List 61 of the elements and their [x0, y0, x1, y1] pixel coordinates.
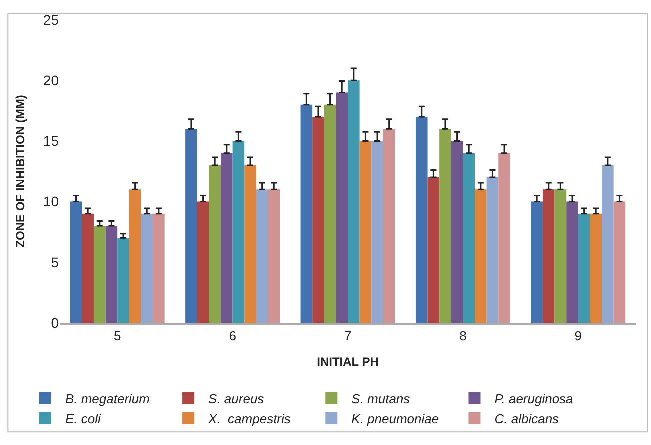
y-axis-title: ZONE OF INHIBITION (MM): [14, 95, 28, 248]
bar: [129, 190, 142, 323]
bar: [324, 104, 336, 323]
bar: [268, 190, 280, 323]
bar: [141, 214, 154, 323]
bar: [590, 214, 602, 323]
bar: [578, 214, 590, 323]
bar: [94, 226, 106, 323]
bar: [440, 129, 452, 323]
bar: [542, 190, 555, 323]
y-tick-label: 5: [51, 254, 60, 270]
y-tick-label: 25: [43, 12, 60, 28]
x-tick-label: 8: [460, 328, 467, 344]
bar: [486, 178, 499, 323]
x-axis-title: INITIAL PH: [317, 355, 379, 369]
bar: [383, 129, 396, 323]
bar: [372, 141, 384, 323]
legend-label: X. campestris: [208, 412, 292, 427]
legend-label: S. aureus: [208, 392, 265, 407]
legend-label: E. coli: [65, 412, 102, 427]
bar: [531, 202, 543, 323]
y-tick-label: 15: [43, 133, 60, 150]
bar: [416, 116, 428, 323]
bar: [554, 190, 567, 323]
bar: [463, 153, 476, 323]
bar: [451, 141, 464, 323]
bar: [244, 165, 256, 323]
bar: [82, 214, 94, 323]
legend-label: S. mutans: [352, 392, 411, 407]
bar: [428, 178, 440, 323]
bar: [197, 202, 210, 323]
bar: [70, 202, 82, 323]
bar: [186, 129, 198, 323]
bar: [312, 116, 324, 323]
y-tick-label: 0: [51, 314, 60, 331]
legend-label: B. megaterium: [65, 392, 150, 407]
bar: [300, 104, 313, 323]
x-tick-label: 9: [574, 328, 582, 344]
bar: [256, 190, 268, 323]
bar: [475, 190, 487, 323]
y-tick-label: 10: [43, 194, 60, 210]
bar: [566, 202, 578, 323]
bar: [602, 165, 614, 323]
bar: [209, 165, 221, 323]
x-tick-label: 6: [229, 328, 236, 344]
bar: [614, 202, 626, 323]
bar: [348, 80, 360, 323]
bar: [360, 141, 372, 323]
y-tick-label: 20: [43, 72, 60, 88]
bar: [106, 226, 118, 323]
x-tick-label: 5: [114, 328, 122, 344]
x-tick-label: 7: [344, 328, 352, 344]
legend-label: P. aeruginosa: [494, 392, 574, 407]
bar: [232, 141, 245, 323]
legend-label: C. albicans: [494, 412, 560, 427]
bar: [220, 153, 233, 323]
bar: [118, 238, 130, 323]
bar: [498, 153, 510, 323]
bar: [153, 214, 165, 323]
bar: [336, 92, 348, 323]
legend-label: K. pneumoniae: [352, 412, 440, 427]
